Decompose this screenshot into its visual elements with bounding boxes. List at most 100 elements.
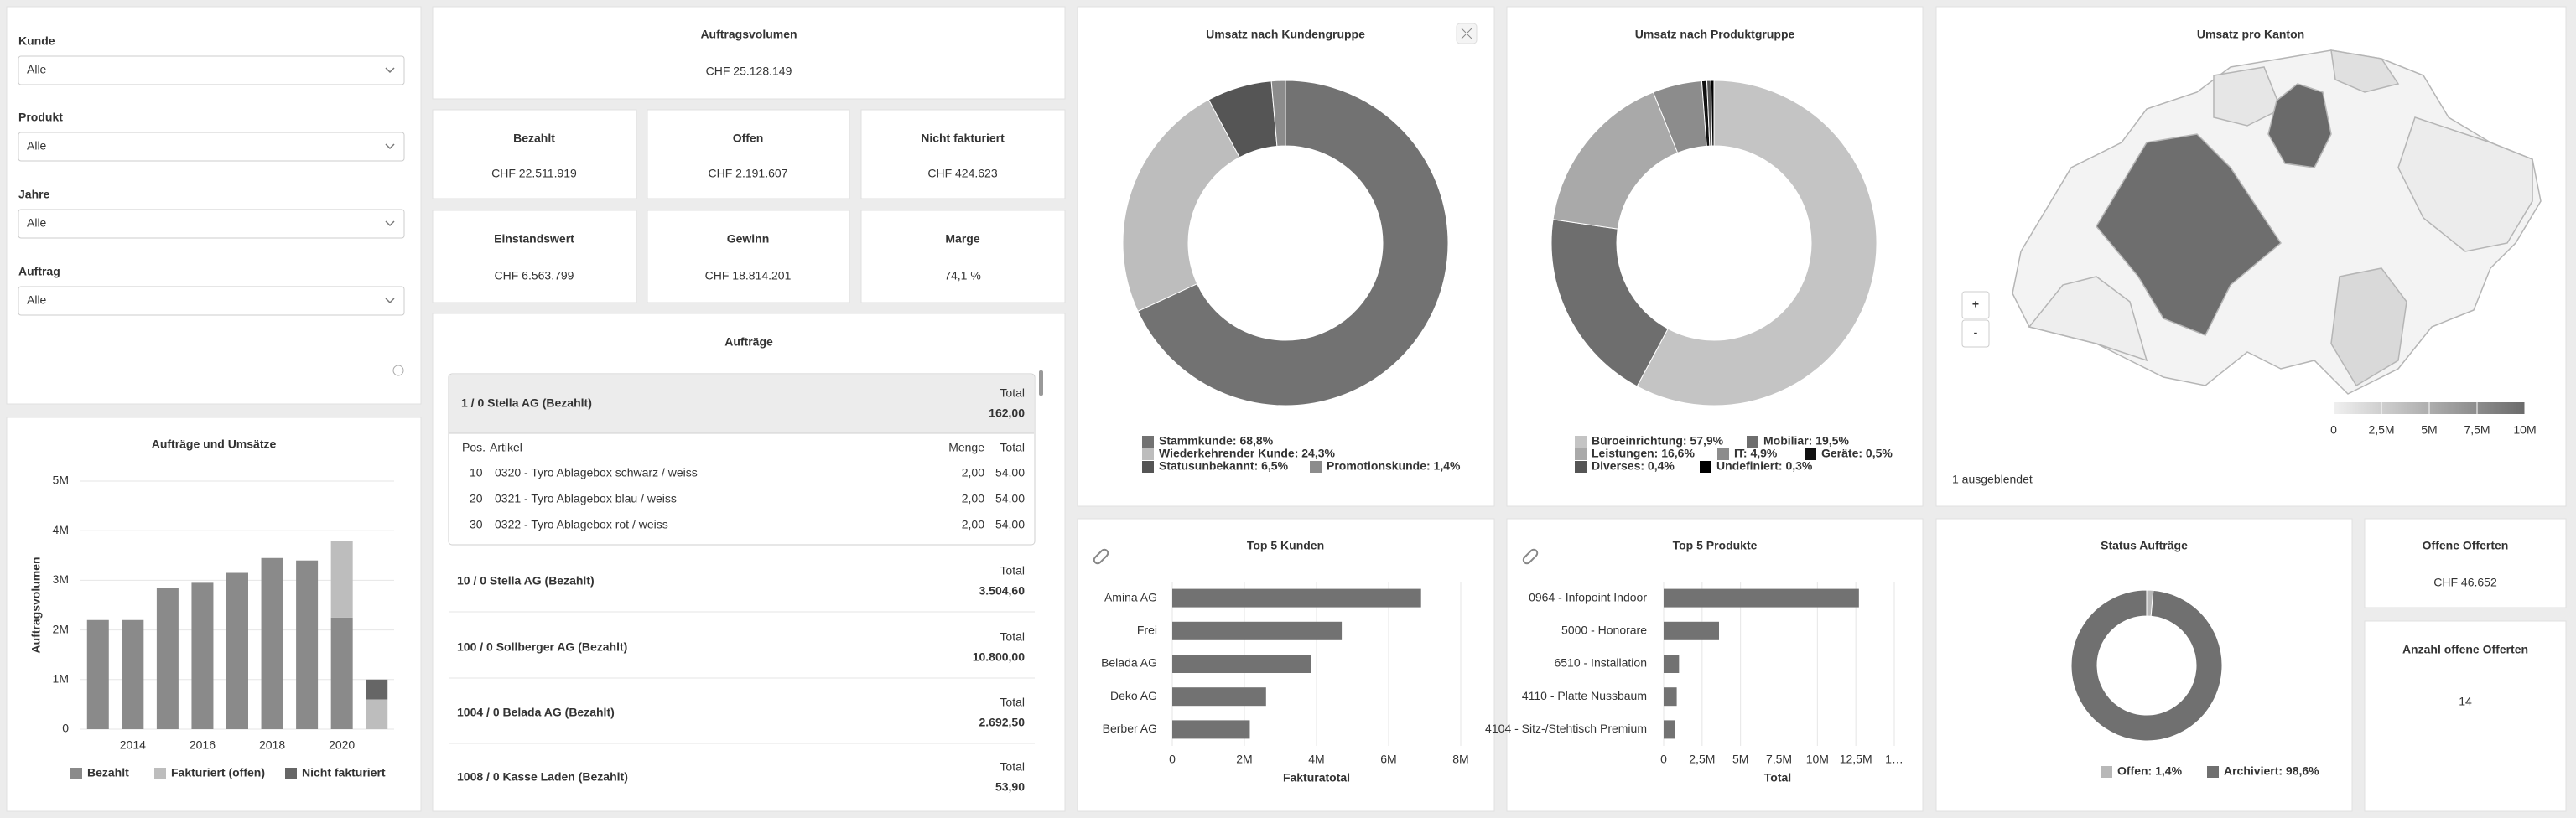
y-tick-label: Berber AG [1103,722,1157,735]
legend-swatch [1575,448,1587,460]
legend-label: Geräte: 0,5% [1821,447,1893,460]
kpi-title: Marge [945,232,979,246]
kpi-title: Bezahlt [513,132,555,145]
bar [122,619,144,729]
bar[interactable] [1664,687,1677,707]
bar [226,572,248,729]
map-region[interactable] [2397,116,2533,252]
x-tick-label: 2016 [190,738,216,752]
pie-slice[interactable] [1636,80,1877,406]
pie-slice[interactable] [2070,589,2223,742]
pie-slice[interactable] [1137,80,1449,406]
bar[interactable] [1664,588,1859,608]
x-tick-label: 0 [1660,753,1667,766]
kpi-panel [860,109,1066,199]
table-header: Pos. [462,441,486,454]
legend-swatch [1142,461,1154,473]
x-tick-label: 1… [1885,753,1903,766]
bar [366,679,388,700]
table-header: Menge [948,441,984,454]
legend-label: Promotionskunde: 1,4% [1327,459,1461,473]
kpi-panel [432,109,637,199]
x-tick-label: 2014 [120,738,146,752]
bar[interactable] [1172,655,1311,673]
bar[interactable] [1172,621,1343,640]
zoom-out-button[interactable] [1961,319,1990,348]
filter-label: Produkt [18,111,63,124]
kpi-value: CHF 46.652 [2433,576,2497,589]
legend-label: IT: 4,9% [1734,447,1778,460]
order-total: 53,90 [995,780,1025,794]
bar[interactable] [1664,720,1675,739]
map-region[interactable] [2330,49,2400,93]
order-total: 162,00 [989,406,1025,420]
chart-title: Umsatz pro Kanton [2197,28,2304,41]
chevron [385,67,395,74]
chart-panel [6,417,422,812]
order-title[interactable]: 100 / 0 Sollberger AG (Bezahlt) [457,640,627,654]
filter-select[interactable] [18,286,405,316]
bar [86,619,109,729]
table-cell: 2,00 [962,492,984,505]
kpi-value: CHF 18.814.201 [705,269,792,282]
zoom-in-button[interactable] [1961,291,1990,319]
link-icon[interactable] [1093,548,1109,565]
order-card-header [449,375,1034,433]
filter-label: Jahre [18,188,50,201]
legend-label: Büroeinrichtung: 57,9% [1592,434,1724,448]
filter-label: Kunde [18,34,55,48]
map-region[interactable] [2213,66,2282,127]
legend-label: Bezahlt [87,766,129,779]
legend-label: Wiederkehrender Kunde: 24,3% [1159,447,1335,460]
table-cell: 54,00 [995,466,1025,479]
colorbar-label: 5M [2421,423,2437,437]
bar [330,617,353,729]
bar[interactable] [1172,588,1421,608]
colorbar-label: 10M [2513,423,2536,437]
map-region[interactable] [2330,267,2407,387]
settings-icon[interactable] [392,365,404,376]
link-icon[interactable] [1522,548,1539,565]
map-region[interactable] [2267,83,2332,168]
scrollbar[interactable] [1039,370,1043,396]
pie-slice[interactable] [1710,80,1715,147]
kpi-value: CHF 6.563.799 [495,269,574,282]
order-title[interactable]: 1008 / 0 Kasse Laden (Bezahlt) [457,770,628,784]
table-cell: 30 [470,518,483,531]
filter-select[interactable] [18,55,405,85]
y-tick-label: 3M [53,572,69,586]
y-tick-label: 5M [53,474,69,487]
y-tick-label: Frei [1137,624,1157,637]
kpi-title: Auftragsvolumen [700,28,797,41]
map-region[interactable] [2096,133,2282,336]
order-title[interactable]: 1 / 0 Stella AG (Bezahlt) [461,396,592,410]
pie-slice[interactable] [1122,99,1240,312]
map [2012,49,2542,395]
filter-select[interactable] [18,132,405,162]
expand-button[interactable] [1456,23,1478,44]
table-cell: 0320 - Tyro Ablagebox schwarz / weiss [495,466,698,479]
legend-label: Leistungen: 16,6% [1592,447,1695,460]
order-title[interactable]: 10 / 0 Stella AG (Bezahlt) [457,574,595,588]
legend-swatch [1805,448,1816,460]
x-tick-label: 6M [1380,753,1396,766]
x-tick-label: 8M [1452,753,1468,766]
bar[interactable] [1172,687,1266,707]
bar[interactable] [1172,720,1250,739]
bar [296,560,319,729]
legend-label: Statusunbekannt: 6,5% [1159,459,1289,473]
legend-swatch [154,768,166,779]
map-region[interactable] [2028,276,2148,362]
filter-select[interactable] [18,209,405,239]
chevron [385,298,395,304]
pie-slice[interactable] [1550,219,1669,387]
bar[interactable] [1664,621,1719,640]
legend-label: Mobiliar: 19,5% [1763,434,1849,448]
expand-icon [1461,28,1472,39]
bar[interactable] [1664,655,1680,673]
x-tick-label: 5M [1732,753,1748,766]
order-title[interactable]: 1004 / 0 Belada AG (Bezahlt) [457,706,615,719]
y-tick-label: 6510 - Installation [1554,656,1647,670]
pie-slice[interactable] [1270,80,1286,147]
chart-title: Umsatz nach Kundengruppe [1206,28,1365,41]
